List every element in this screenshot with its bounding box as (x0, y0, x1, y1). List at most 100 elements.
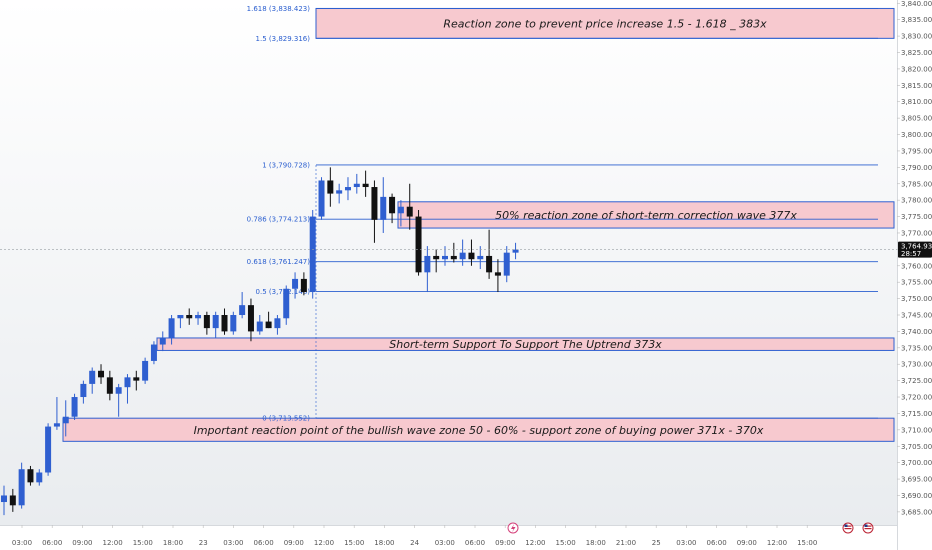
y-tick-label-3: 3,700.000 (901, 459, 932, 467)
candle-body-43 (380, 196, 387, 220)
x-tick-label-0: 03:00 (12, 539, 32, 547)
candle-body-7 (62, 416, 69, 424)
y-tick-label-21: 3,790.000 (901, 164, 932, 172)
candle-body-15 (133, 377, 140, 381)
candle-body-35 (309, 216, 316, 293)
candle-body-26 (230, 315, 237, 332)
candle-body-38 (336, 190, 343, 194)
y-tick-label-17: 3,770.000 (901, 229, 932, 237)
candle-body-12 (106, 377, 113, 394)
x-tick-label-19: 18:00 (586, 539, 606, 547)
y-tick-label-29: 3,830.000 (901, 33, 932, 41)
y-tick-label-30: 3,835.000 (901, 16, 932, 24)
zone-label-3: Short-term Support To Support The Uptren… (389, 338, 662, 351)
zone-label-4: Important reaction point of the bullish … (194, 424, 764, 437)
zone-label-1: Reaction zone to prevent price increase … (443, 17, 767, 30)
candle-body-32 (283, 288, 290, 319)
candle-body-29 (256, 321, 263, 332)
y-tick-label-7: 3,720.000 (901, 394, 932, 402)
candle-body-2 (18, 469, 25, 506)
x-tick-label-24: 09:00 (737, 539, 757, 547)
x-tick-label-1: 06:00 (42, 539, 62, 547)
y-tick-label-24: 3,805.000 (901, 115, 932, 123)
reaction-zone-2 (397, 201, 895, 229)
plot-background (0, 0, 897, 525)
fib-label-6: 0 (3,713.552) (262, 415, 310, 423)
fib-label-2: 1 (3,790.728) (262, 161, 310, 169)
y-tick-label-4: 3,705.000 (901, 443, 932, 451)
x-tick-label-3: 12:00 (103, 539, 123, 547)
candle-body-11 (98, 370, 105, 378)
candle-body-19 (168, 318, 175, 338)
y-tick-label-0: 3,685.000 (901, 508, 932, 516)
x-tick-label-8: 06:00 (254, 539, 274, 547)
candle-body-14 (124, 377, 131, 388)
candle-body-58 (512, 249, 519, 253)
x-tick-label-6: 23 (199, 539, 208, 547)
y-tick-label-20: 3,785.000 (901, 180, 932, 188)
x-tick-label-17: 12:00 (525, 539, 545, 547)
x-tick-label-7: 03:00 (223, 539, 243, 547)
fib-label-1: 1.5 (3,829.316) (256, 35, 311, 43)
x-tick-label-11: 15:00 (344, 539, 364, 547)
y-tick-label-13: 3,750.000 (901, 295, 932, 303)
candle-body-41 (362, 183, 369, 188)
candle-body-18 (159, 337, 166, 345)
y-tick-label-31: 3,840.000 (901, 0, 932, 8)
x-tick-label-5: 18:00 (163, 539, 183, 547)
candle-body-52 (459, 252, 466, 260)
x-tick-label-10: 12:00 (314, 539, 334, 547)
y-tick-label-12: 3,745.000 (901, 312, 932, 320)
candle-body-34 (300, 278, 307, 293)
x-tick-label-16: 09:00 (495, 539, 515, 547)
candle-body-33 (292, 278, 299, 289)
y-tick-label-6: 3,715.000 (901, 410, 932, 418)
y-tick-label-19: 3,780.000 (901, 197, 932, 205)
candle-body-4 (36, 472, 43, 483)
y-tick-label-15: 3,760.000 (901, 262, 932, 270)
candle-body-16 (142, 360, 149, 381)
candle-body-57 (503, 252, 510, 276)
candle-body-54 (477, 255, 484, 260)
x-tick-label-14: 03:00 (435, 539, 455, 547)
candle-body-45 (397, 206, 404, 214)
y-tick-label-28: 3,825.000 (901, 49, 932, 57)
candle-body-25 (221, 315, 228, 332)
candle-body-47 (415, 216, 422, 273)
candle-body-42 (371, 187, 378, 220)
x-tick-label-21: 25 (652, 539, 661, 547)
candle-body-20 (177, 315, 184, 319)
y-tick-label-22: 3,795.000 (901, 147, 932, 155)
y-tick-label-5: 3,710.000 (901, 426, 932, 434)
y-tick-label-26: 3,815.000 (901, 82, 932, 90)
candle-body-40 (353, 183, 360, 188)
candle-body-36 (318, 180, 325, 217)
candle-body-46 (406, 206, 413, 217)
y-tick-label-11: 3,740.000 (901, 328, 932, 336)
candle-body-3 (27, 469, 34, 483)
candle-body-55 (486, 255, 493, 273)
x-tick-label-9: 09:00 (284, 539, 304, 547)
candle-body-0 (1, 495, 7, 503)
last-price-label: 3,764.935 (901, 243, 932, 251)
x-tick-label-13: 24 (410, 539, 419, 547)
fib-label-3: 0.786 (3,774.213) (247, 216, 311, 224)
candle-body-56 (494, 272, 501, 276)
candle-body-1 (9, 495, 16, 506)
y-tick-label-9: 3,730.000 (901, 361, 932, 369)
y-tick-label-8: 3,725.000 (901, 377, 932, 385)
lightning-marker-icon (507, 522, 519, 534)
candle-body-51 (450, 255, 457, 260)
candle-body-37 (327, 180, 334, 194)
x-tick-label-18: 15:00 (556, 539, 576, 547)
candle-body-27 (239, 305, 246, 315)
candle-body-49 (433, 255, 440, 260)
fib-label-5: 0.5 (3,752.148) (256, 288, 311, 296)
candle-body-39 (344, 187, 351, 191)
x-tick-label-2: 09:00 (72, 539, 92, 547)
candle-body-23 (203, 315, 210, 329)
candle-body-17 (150, 344, 157, 361)
candle-body-48 (424, 255, 431, 273)
last-price-tag (898, 241, 932, 258)
